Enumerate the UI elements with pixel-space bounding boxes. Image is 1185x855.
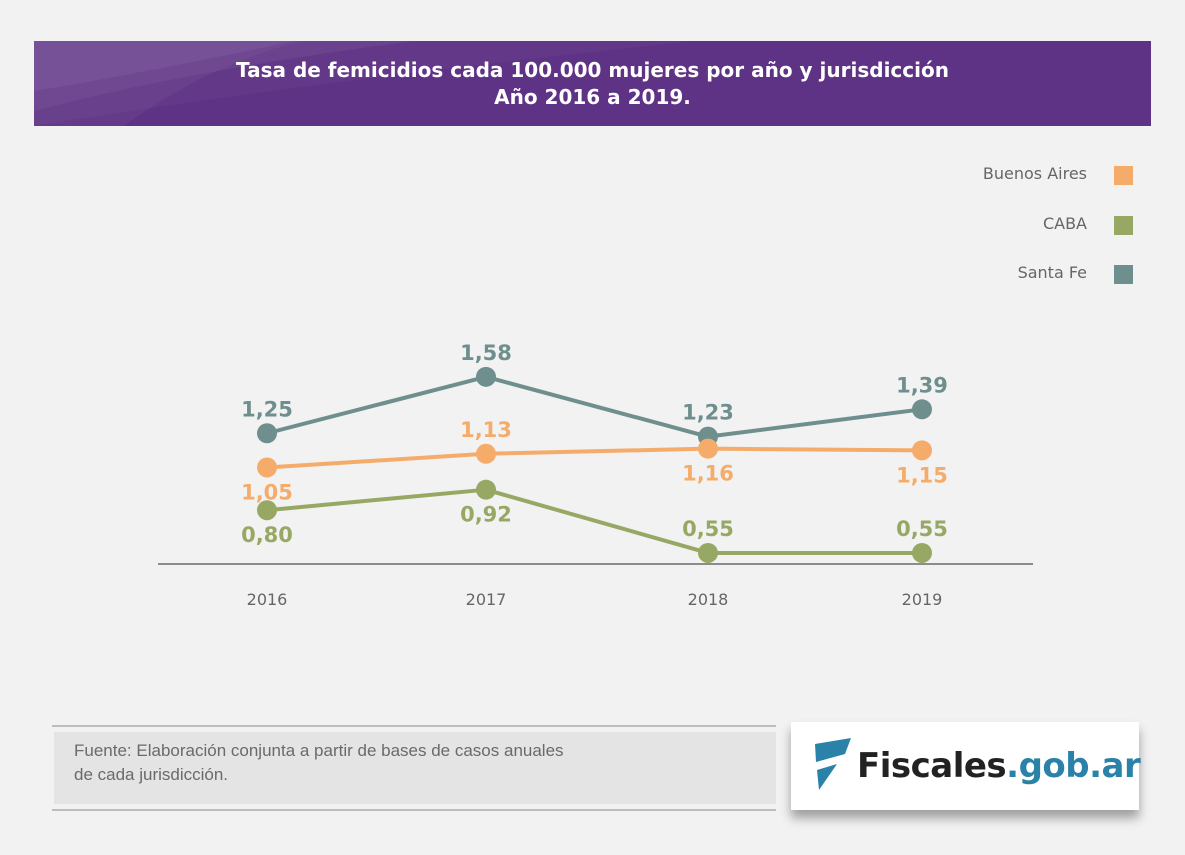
- chart-title-line2: Año 2016 a 2019.: [494, 85, 691, 109]
- source-line1: Fuente: Elaboración conjunta a partir de…: [74, 741, 564, 760]
- data-label-caba: 0,55: [896, 517, 948, 541]
- banner-decoration: [34, 41, 414, 126]
- legend-swatch-icon: [1114, 216, 1133, 235]
- source-note: Fuente: Elaboración conjunta a partir de…: [52, 725, 776, 811]
- logo-wordmark: Fiscales.gob.ar: [857, 746, 1141, 786]
- fiscales-f-icon: [815, 738, 851, 790]
- series-line-caba: [266, 487, 922, 555]
- x-tick-label: 2019: [902, 590, 943, 609]
- legend-swatch-icon: [1114, 166, 1133, 185]
- legend-label: Santa Fe: [1017, 263, 1087, 282]
- logo-word-fiscales: Fiscales: [857, 746, 1007, 786]
- data-label-buenos-aires: 1,16: [682, 462, 734, 486]
- data-label-buenos-aires: 1,13: [460, 418, 512, 442]
- legend-swatch-icon: [1114, 265, 1133, 284]
- data-label-caba: 0,55: [682, 517, 734, 541]
- data-label-santa-fe: 1,58: [460, 341, 512, 365]
- source-text: Fuente: Elaboración conjunta a partir de…: [74, 739, 694, 787]
- data-point-buenos-aires: [257, 457, 277, 478]
- x-tick-label: 2017: [466, 590, 507, 609]
- data-point-caba: [912, 542, 932, 563]
- data-label-buenos-aires: 1,15: [896, 463, 948, 487]
- legend-label: CABA: [1042, 214, 1087, 233]
- x-tick-label: 2018: [688, 590, 729, 609]
- data-label-santa-fe: 1,23: [682, 401, 734, 425]
- data-point-santa-fe: [476, 366, 496, 387]
- chart-title-line1: Tasa de femicidios cada 100.000 mujeres …: [236, 58, 949, 82]
- chart-title: Tasa de femicidios cada 100.000 mujeres …: [34, 57, 1151, 111]
- data-point-caba: [698, 542, 718, 563]
- data-label-caba: 0,92: [460, 503, 512, 527]
- fiscales-logo: Fiscales.gob.ar: [791, 722, 1141, 810]
- line-chart: 2016 2017 2018 20191,251,581,231,391,051,13…: [158, 341, 1033, 609]
- data-point-santa-fe: [257, 423, 277, 444]
- x-tick-label: 2016: [247, 590, 288, 609]
- legend-label: Buenos Aires: [982, 164, 1087, 183]
- data-point-buenos-aires: [912, 440, 932, 461]
- series-line-buenos-aires: [266, 446, 923, 470]
- source-line2: de cada jurisdicción.: [74, 765, 229, 784]
- source-note-background: [54, 732, 776, 804]
- chart-title-banner: Tasa de femicidios cada 100.000 mujeres …: [34, 41, 1151, 126]
- data-point-buenos-aires: [476, 443, 496, 464]
- data-label-caba: 0,80: [241, 523, 293, 547]
- data-label-santa-fe: 1,39: [896, 373, 948, 397]
- data-point-caba: [476, 479, 496, 500]
- data-point-caba: [257, 500, 277, 521]
- logo-word-domain: .gob.ar: [1006, 746, 1141, 786]
- series-line-santa-fe: [266, 374, 923, 439]
- data-label-santa-fe: 1,25: [241, 397, 293, 421]
- data-point-buenos-aires: [698, 438, 718, 459]
- data-point-santa-fe: [912, 399, 932, 420]
